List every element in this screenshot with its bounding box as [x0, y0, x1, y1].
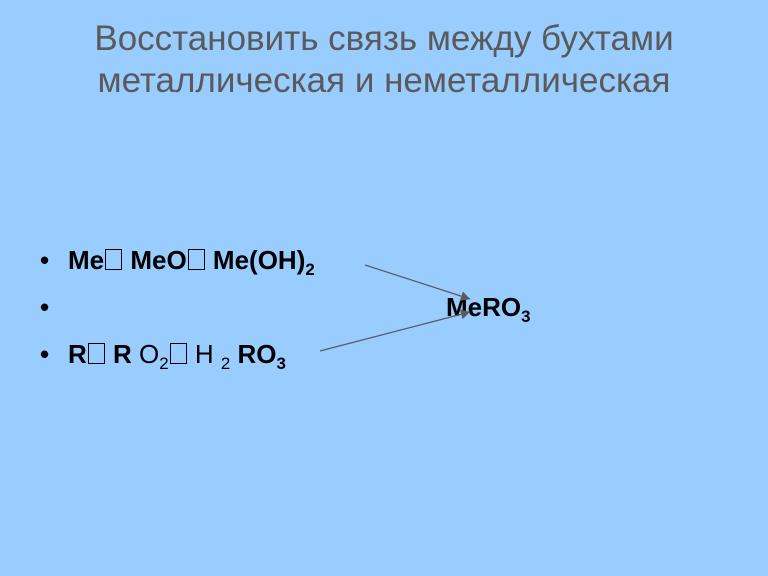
bullet-row: •Me MeO Me(OH)2	[40, 238, 728, 285]
text-run: MeRO	[446, 292, 521, 322]
text-run: Н	[188, 339, 221, 369]
bullet-content: Me MeO Me(OH)2	[68, 238, 728, 285]
slide-title: Восстановить связь между бухтами металли…	[0, 18, 768, 102]
bullet-marker: •	[40, 332, 68, 376]
slide: Восстановить связь между бухтами металли…	[0, 0, 768, 576]
subscript: 3	[521, 307, 530, 326]
missing-glyph-box	[88, 343, 105, 364]
missing-glyph-box	[105, 249, 122, 270]
text-run: Me	[68, 245, 104, 275]
subscript: 3	[277, 354, 286, 373]
bullet-marker: •	[40, 285, 68, 329]
text-run: MeO	[123, 245, 187, 275]
bullet-row: •R R О2 Н 2 RO3	[40, 332, 728, 379]
text-run: О	[139, 339, 159, 369]
bullet-content: MeRO3	[68, 285, 728, 332]
bullet-row: •MeRO3	[40, 285, 728, 332]
missing-glyph-box	[188, 249, 205, 270]
bullet-list: •Me MeO Me(OH)2•MeRO3•R R О2 Н 2 RO3	[40, 238, 728, 379]
missing-glyph-box	[170, 343, 187, 364]
text-run: R	[106, 339, 139, 369]
text-run: R	[68, 339, 87, 369]
subscript: 2	[159, 354, 168, 373]
subscript: 2	[221, 354, 230, 373]
bullet-content: R R О2 Н 2 RO3	[68, 332, 728, 379]
subscript: 2	[305, 260, 314, 279]
text-run: Me(OH)	[206, 245, 306, 275]
text-run: RO	[230, 339, 276, 369]
bullet-marker: •	[40, 238, 68, 282]
